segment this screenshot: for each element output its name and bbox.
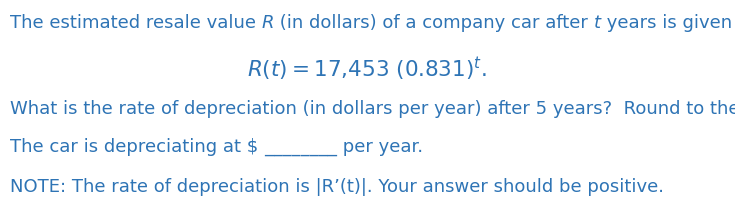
Text: $R(t) = 17{,}453\ (0.831)^{t}.$: $R(t) = 17{,}453\ (0.831)^{t}.$ <box>247 55 487 83</box>
Text: The estimated resale value: The estimated resale value <box>10 14 262 32</box>
Text: ________: ________ <box>264 138 337 156</box>
Text: The car is depreciating at $: The car is depreciating at $ <box>10 138 264 156</box>
Text: per year.: per year. <box>337 138 423 156</box>
Text: (in dollars) of a company car after: (in dollars) of a company car after <box>274 14 594 32</box>
Text: What is the rate of depreciation (in dollars per year) after 5 years?  Round to : What is the rate of depreciation (in dol… <box>10 100 735 118</box>
Text: years is given by: years is given by <box>601 14 735 32</box>
Text: t: t <box>594 14 601 32</box>
Text: NOTE: The rate of depreciation is |R’(t)|. Your answer should be positive.: NOTE: The rate of depreciation is |R’(t)… <box>10 178 664 196</box>
Text: R: R <box>262 14 274 32</box>
